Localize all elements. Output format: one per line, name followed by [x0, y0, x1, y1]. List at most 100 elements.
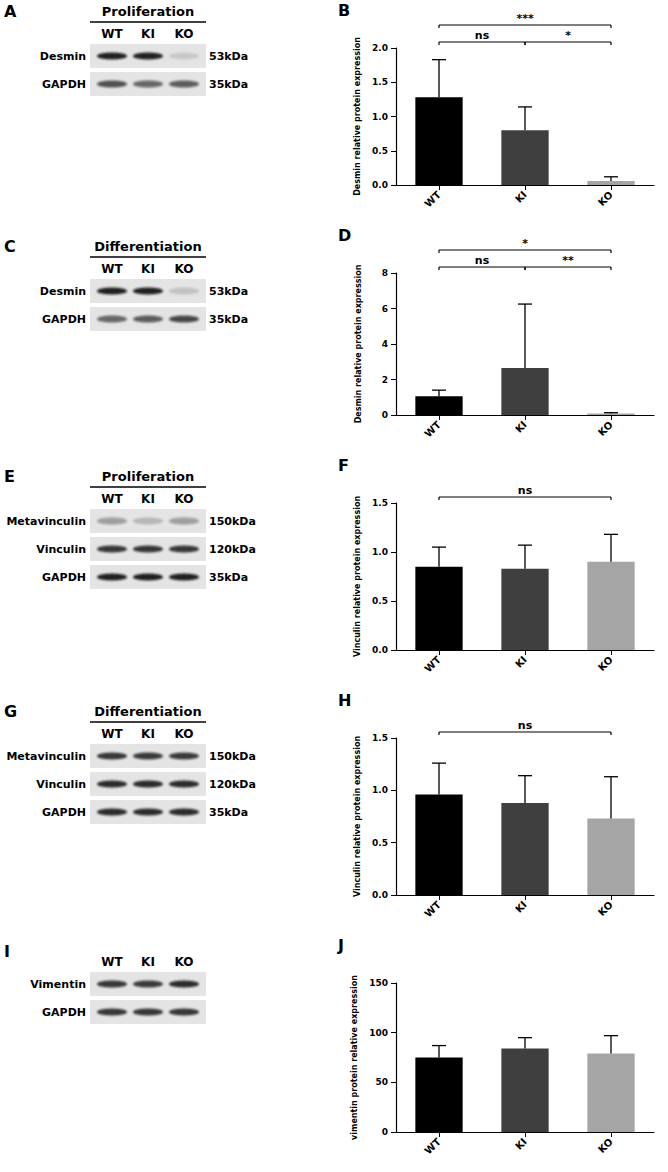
- svg-text:WT: WT: [101, 262, 123, 276]
- svg-text:1.0: 1.0: [372, 785, 388, 795]
- svg-text:0.5: 0.5: [372, 838, 388, 848]
- svg-text:KO: KO: [175, 727, 194, 741]
- svg-text:KI: KI: [141, 27, 155, 41]
- svg-text:KI: KI: [513, 899, 529, 915]
- svg-text:35kDa: 35kDa: [209, 313, 248, 326]
- svg-text:WT: WT: [101, 27, 123, 41]
- svg-text:Vimentin: Vimentin: [30, 978, 86, 991]
- svg-text:0: 0: [382, 410, 388, 420]
- svg-text:2.0: 2.0: [372, 43, 388, 53]
- svg-text:Desmin: Desmin: [40, 285, 86, 298]
- svg-text:KO: KO: [175, 27, 194, 41]
- svg-text:150kDa: 150kDa: [209, 750, 256, 763]
- svg-text:C: C: [4, 237, 16, 256]
- svg-text:WT: WT: [423, 1136, 444, 1157]
- svg-text:vimentin protein relative expr: vimentin protein relative expression: [350, 975, 359, 1140]
- svg-text:Vinculin: Vinculin: [36, 778, 86, 791]
- svg-text:B: B: [338, 1, 350, 20]
- svg-text:KO: KO: [596, 654, 615, 673]
- svg-text:50: 50: [375, 1077, 388, 1087]
- svg-text:ns: ns: [518, 484, 533, 497]
- svg-text:H: H: [338, 691, 351, 710]
- svg-text:Metavinculin: Metavinculin: [6, 750, 86, 763]
- svg-text:KO: KO: [596, 419, 615, 438]
- svg-text:150: 150: [369, 978, 388, 988]
- svg-text:35kDa: 35kDa: [209, 806, 248, 819]
- svg-text:KI: KI: [513, 189, 529, 205]
- svg-text:Desmin: Desmin: [40, 50, 86, 63]
- svg-text:KO: KO: [175, 492, 194, 506]
- svg-text:KI: KI: [141, 955, 155, 969]
- svg-text:0.5: 0.5: [372, 596, 388, 606]
- svg-text:A: A: [4, 2, 17, 21]
- svg-text:53kDa: 53kDa: [209, 50, 248, 63]
- svg-text:Proliferation: Proliferation: [102, 4, 194, 19]
- svg-text:Differentiation: Differentiation: [94, 704, 201, 719]
- svg-text:GAPDH: GAPDH: [42, 313, 86, 326]
- svg-text:100: 100: [369, 1028, 388, 1038]
- svg-text:KI: KI: [513, 654, 529, 670]
- svg-text:KO: KO: [175, 955, 194, 969]
- svg-text:KO: KO: [596, 189, 615, 208]
- svg-text:0.0: 0.0: [372, 890, 388, 900]
- svg-text:0.0: 0.0: [372, 645, 388, 655]
- svg-text:4: 4: [382, 339, 388, 349]
- svg-text:KO: KO: [596, 899, 615, 918]
- svg-text:1.0: 1.0: [372, 547, 388, 557]
- svg-text:KI: KI: [513, 419, 529, 435]
- svg-text:2: 2: [382, 375, 388, 385]
- svg-text:1.5: 1.5: [372, 77, 388, 87]
- svg-text:6: 6: [382, 304, 388, 314]
- svg-text:1.5: 1.5: [372, 498, 388, 508]
- svg-text:120kDa: 120kDa: [209, 778, 256, 791]
- svg-text:***: ***: [516, 12, 534, 25]
- svg-text:WT: WT: [101, 492, 123, 506]
- svg-text:ns: ns: [475, 29, 490, 42]
- svg-text:WT: WT: [101, 727, 123, 741]
- svg-text:1.5: 1.5: [372, 733, 388, 743]
- svg-text:J: J: [337, 936, 344, 955]
- svg-text:35kDa: 35kDa: [209, 78, 248, 91]
- svg-text:GAPDH: GAPDH: [42, 78, 86, 91]
- svg-text:Desmin relative protein expres: Desmin relative protein expression: [353, 37, 362, 196]
- svg-text:1.0: 1.0: [372, 112, 388, 122]
- svg-text:Vinculin: Vinculin: [36, 543, 86, 556]
- svg-text:KI: KI: [141, 727, 155, 741]
- svg-text:G: G: [4, 702, 17, 721]
- svg-text:E: E: [4, 467, 15, 486]
- svg-text:53kDa: 53kDa: [209, 285, 248, 298]
- svg-text:KI: KI: [141, 262, 155, 276]
- svg-text:150kDa: 150kDa: [209, 515, 256, 528]
- svg-text:Vinculin relative protein expr: Vinculin relative protein expression: [353, 496, 362, 657]
- svg-text:Differentiation: Differentiation: [94, 239, 201, 254]
- svg-text:KI: KI: [513, 1136, 529, 1152]
- svg-text:WT: WT: [423, 189, 444, 210]
- svg-text:Metavinculin: Metavinculin: [6, 515, 86, 528]
- svg-text:*: *: [565, 29, 571, 42]
- svg-text:GAPDH: GAPDH: [42, 1006, 86, 1019]
- svg-text:D: D: [338, 226, 351, 245]
- svg-text:8: 8: [382, 268, 388, 278]
- svg-text:Desmin relative protein expres: Desmin relative protein expression: [354, 264, 363, 423]
- svg-text:WT: WT: [423, 899, 444, 920]
- svg-text:GAPDH: GAPDH: [42, 806, 86, 819]
- svg-text:KO: KO: [596, 1136, 615, 1155]
- svg-text:**: **: [562, 254, 574, 267]
- svg-text:KI: KI: [141, 492, 155, 506]
- svg-text:35kDa: 35kDa: [209, 571, 248, 584]
- svg-text:WT: WT: [423, 654, 444, 675]
- svg-text:I: I: [4, 942, 10, 961]
- svg-text:GAPDH: GAPDH: [42, 571, 86, 584]
- svg-text:0.5: 0.5: [372, 146, 388, 156]
- svg-text:F: F: [338, 456, 349, 475]
- svg-text:0.0: 0.0: [372, 180, 388, 190]
- svg-text:ns: ns: [518, 719, 533, 732]
- svg-text:120kDa: 120kDa: [209, 543, 256, 556]
- svg-text:ns: ns: [475, 254, 490, 267]
- svg-text:WT: WT: [101, 955, 123, 969]
- svg-text:Vinculin relative protein expr: Vinculin relative protein expression: [353, 736, 362, 897]
- svg-text:*: *: [522, 237, 528, 250]
- svg-text:0: 0: [382, 1127, 388, 1137]
- svg-text:WT: WT: [423, 419, 444, 440]
- svg-text:KO: KO: [175, 262, 194, 276]
